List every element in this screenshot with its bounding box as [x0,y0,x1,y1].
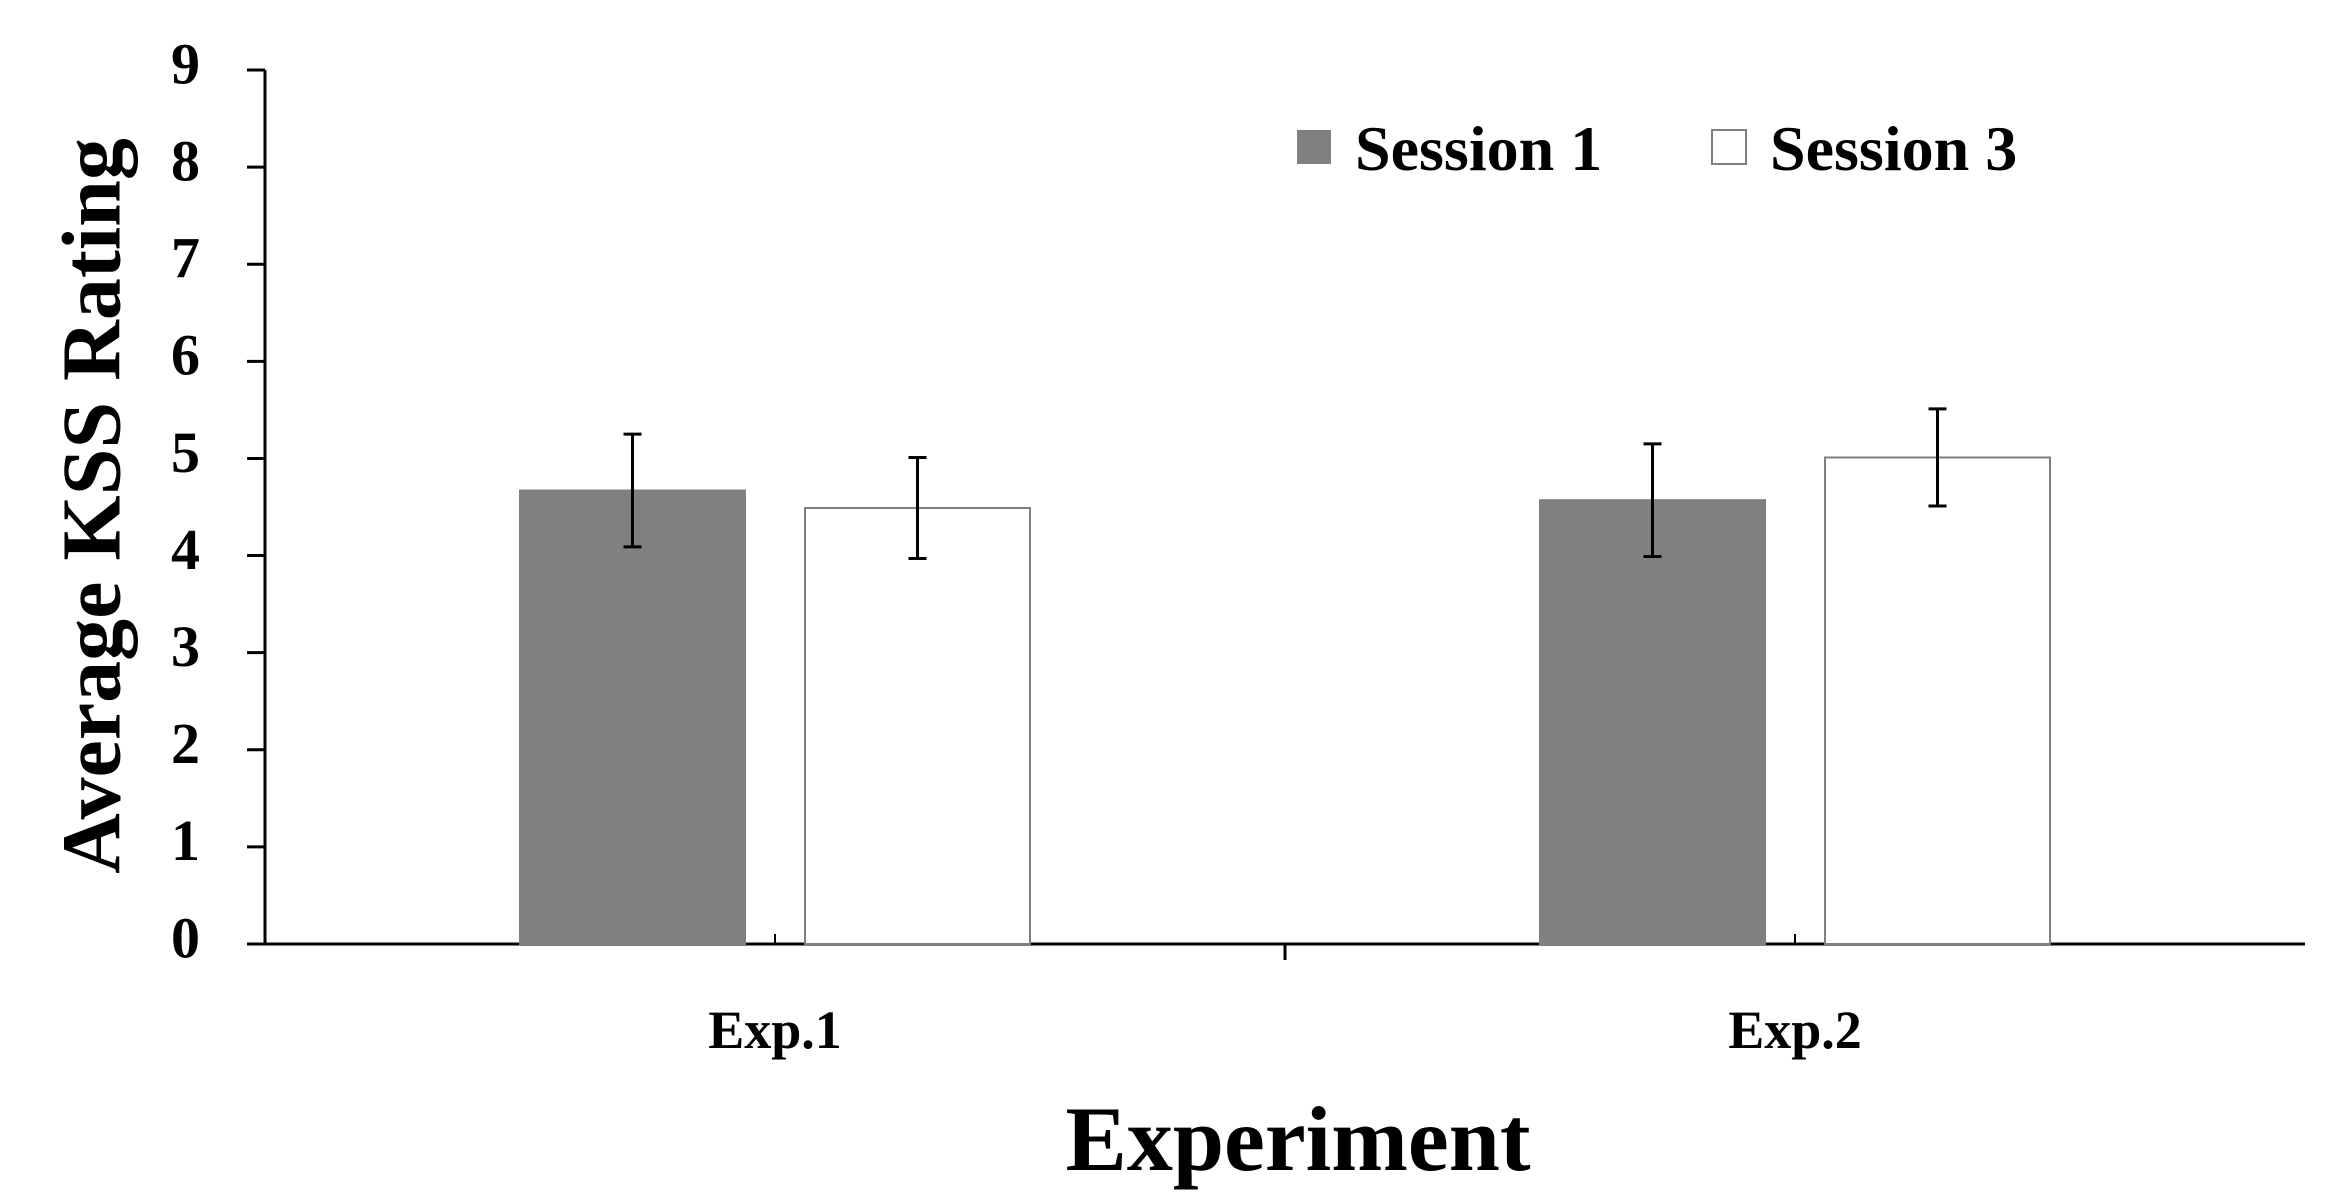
y-tick-label: 1 [171,808,200,873]
y-tick-label: 5 [171,420,200,485]
bar-session-1 [519,489,746,945]
y-tick-label: 3 [171,614,200,679]
x-tick-label: Exp.2 [1728,1000,1862,1060]
bar-session-1 [1539,499,1766,945]
bar-session-3 [804,506,1031,945]
y-tick-label: 9 [171,31,200,96]
legend-swatch-session-3 [1711,129,1747,165]
legend-label-session-1: Session 1 [1355,113,1602,184]
legend-label-session-3: Session 3 [1770,113,2017,184]
y-axis-title: Average KSS Rating [45,138,138,874]
y-tick-label: 4 [171,517,200,582]
y-tick-label: 2 [171,711,200,776]
y-tick-label: 8 [171,128,200,193]
error-bars [623,407,1947,560]
x-tick-label: Exp.1 [708,1000,842,1060]
y-tick-label: 7 [171,226,200,291]
legend: Session 1 Session 3 [1297,113,2017,184]
y-tick-label: 0 [171,905,200,970]
legend-swatch-session-1 [1297,130,1331,164]
x-axis-title: Experiment [1065,1088,1530,1190]
y-tick-label: 6 [171,323,200,388]
x-axis: Exp.1 Exp.2 [265,934,2305,1060]
bar-session-3 [1824,456,2051,945]
bars [519,456,2051,945]
y-axis: 0 1 2 3 4 5 6 7 8 9 [171,31,267,970]
